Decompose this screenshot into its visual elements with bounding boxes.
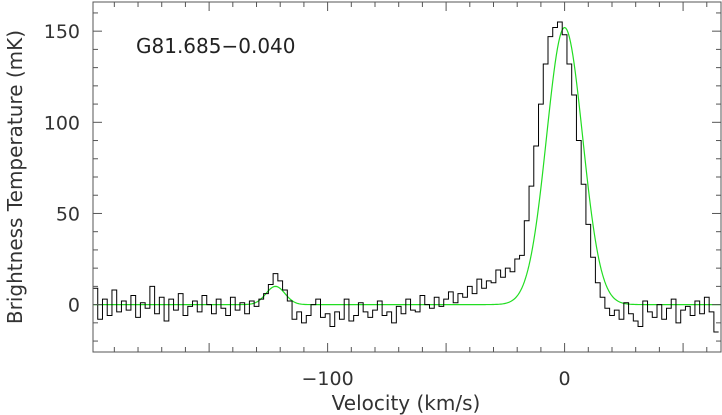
- source-name-annotation: G81.685−0.040: [136, 34, 296, 58]
- tick-labels: −100 0 0 50 100 150: [44, 21, 571, 390]
- x-tick-label: 0: [559, 368, 571, 390]
- axis-ticks: [93, 2, 721, 352]
- x-axis-title: Velocity (km/s): [332, 391, 481, 415]
- gaussian-fit-layer: [93, 26, 721, 306]
- spectrum-layer: [93, 21, 719, 333]
- gaussian-fit-line: [93, 26, 721, 306]
- y-tick-label: 150: [44, 21, 80, 43]
- y-tick-label: 100: [44, 112, 80, 134]
- y-tick-label: 0: [68, 295, 80, 317]
- spectrum-histogram: [93, 21, 719, 333]
- y-tick-label: 50: [56, 203, 80, 225]
- x-tick-label: −100: [302, 368, 354, 390]
- y-axis-title: Brightness Temperature (mK): [3, 30, 27, 324]
